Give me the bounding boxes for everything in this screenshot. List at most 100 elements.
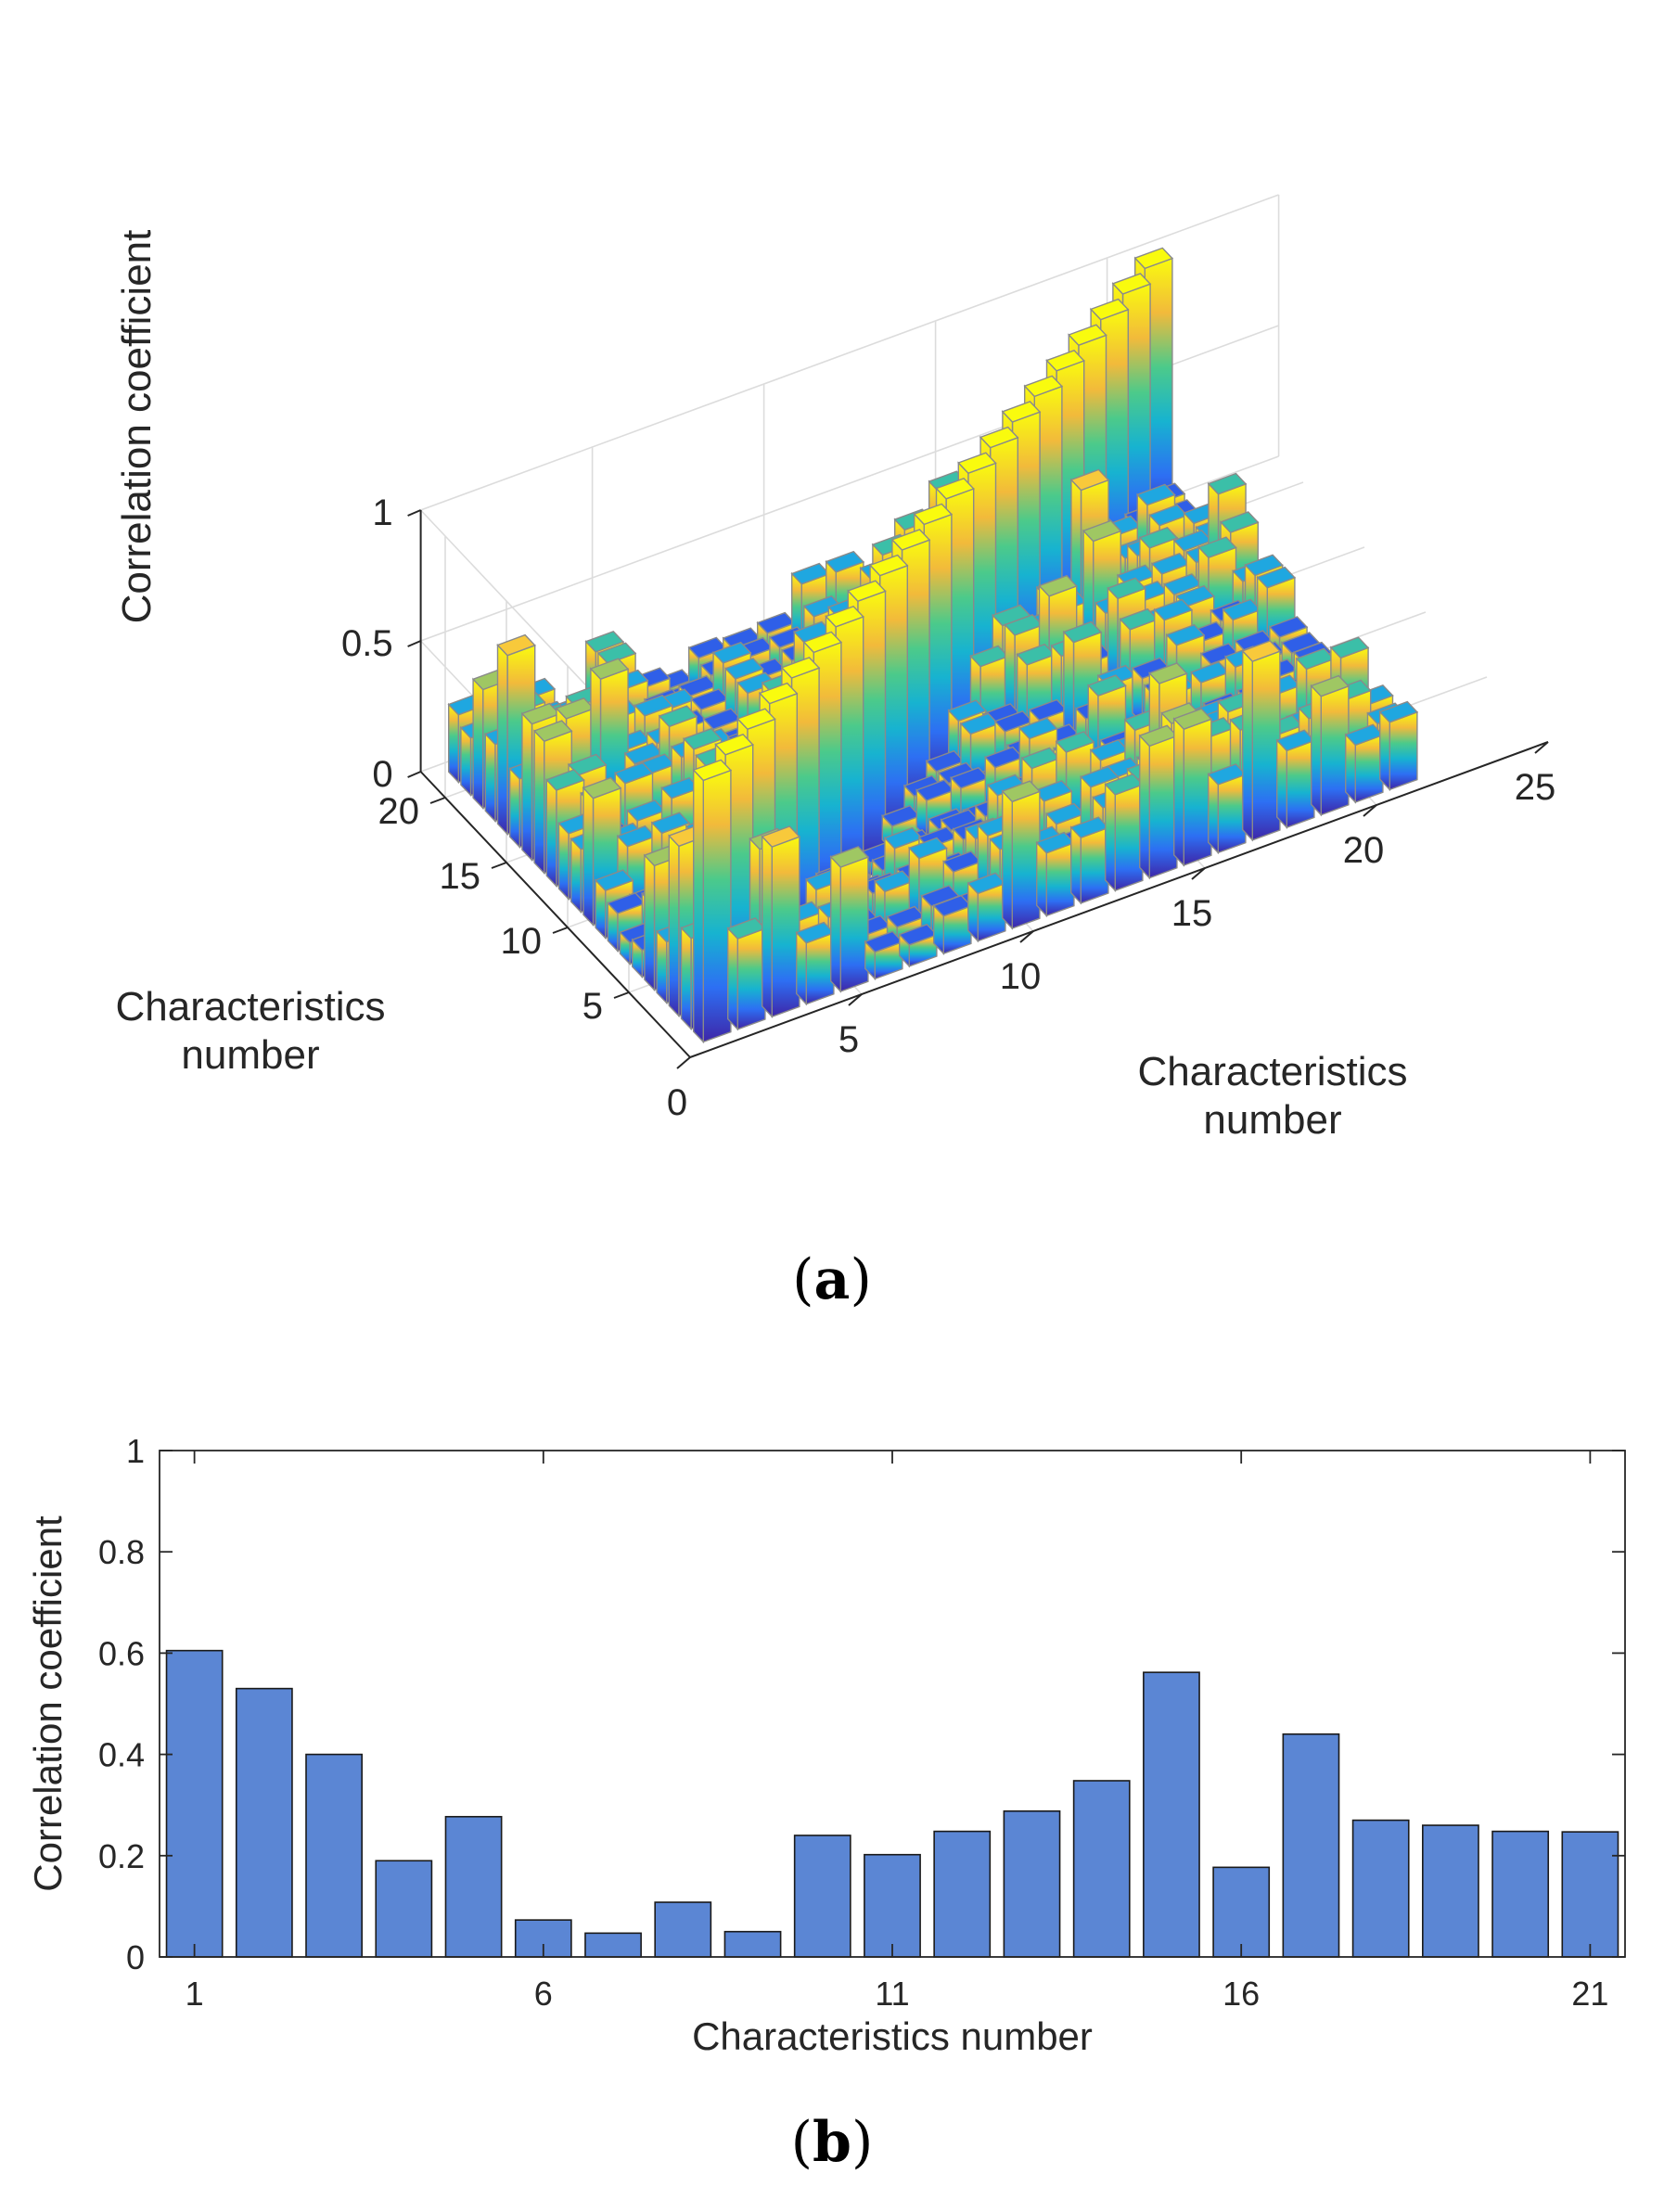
bar3d-top: [795, 921, 836, 944]
bar3d-top: [1028, 698, 1069, 722]
y-axis-label-line: number: [181, 1032, 319, 1078]
bar3d-side: [496, 643, 508, 837]
bar3d-face: [1045, 841, 1075, 917]
y-axis-label: Characteristics number: [116, 984, 386, 1078]
bars-2d: [165, 1649, 1619, 1958]
bar3d-top: [634, 694, 673, 717]
bar3d-top: [596, 642, 637, 665]
bar3d-top: [802, 631, 843, 654]
bar3d-top: [555, 697, 595, 720]
bar3d-side: [557, 821, 570, 901]
bar3d-top: [1150, 552, 1191, 575]
bar3d-top: [660, 776, 700, 799]
bar3d-top: [1001, 780, 1042, 803]
bar3d-top: [1068, 324, 1107, 347]
y-tick-label: 20: [378, 791, 420, 832]
x-tick-label: 5: [838, 1019, 859, 1060]
bar3d-top: [935, 477, 975, 500]
bar3d-top: [532, 720, 573, 743]
x-tick-mark: [1534, 741, 1549, 754]
bar3d-side: [521, 711, 533, 863]
bar3d-top: [1172, 529, 1213, 552]
bar3d-top: [545, 769, 585, 791]
bar3d-top: [1268, 616, 1309, 638]
bar-8: [654, 1901, 712, 1958]
bar3d-face: [1183, 718, 1212, 867]
bar-18: [1351, 1819, 1410, 1958]
x-tick-label: 6: [534, 1975, 553, 2013]
bar3d-top: [1190, 661, 1230, 684]
bar3d-top: [947, 699, 988, 722]
bar3d-16-1: [1207, 763, 1248, 855]
bar3d-face: [1148, 735, 1178, 879]
bar3d-face: [1114, 783, 1144, 892]
bar3d-top: [736, 708, 776, 731]
bar3d-top: [1001, 401, 1042, 423]
bar-5: [444, 1815, 503, 1958]
bar-11: [864, 1853, 921, 1958]
y-tick-mark: [491, 862, 507, 869]
bar3d-top: [658, 705, 698, 728]
bar3d-21-1: [1378, 700, 1419, 792]
bar3d-side: [830, 855, 841, 993]
bar3d-5-1: [829, 846, 870, 993]
bar3d-top: [1089, 738, 1130, 761]
y-tick-mark: [613, 991, 630, 999]
bar3d-top: [1035, 831, 1076, 854]
bar3d-top: [1344, 723, 1385, 747]
bar3d-face: [805, 931, 835, 1005]
x-tick-label: 25: [1515, 767, 1556, 808]
bar3d-top: [623, 742, 664, 765]
bar3d-top: [1107, 577, 1146, 600]
bar3d-side: [460, 725, 472, 798]
bar3d-top: [864, 930, 904, 953]
bar3d-top: [1080, 765, 1120, 788]
bar3d-top: [825, 605, 864, 628]
bar3d-11-1: [1035, 831, 1076, 918]
bar-10: [793, 1835, 851, 1958]
bar3d-top: [874, 870, 914, 893]
y-tick-mark: [429, 797, 446, 804]
x-axis-label-line: number: [1203, 1097, 1341, 1143]
bar3d-15-1: [1172, 708, 1213, 867]
bar3d-3-1: [761, 825, 801, 1018]
y-axis-label-line: Characteristics: [116, 984, 386, 1029]
bar3d-top: [915, 779, 955, 801]
bar3d-face: [1320, 684, 1350, 816]
bar3d-top: [979, 426, 1019, 449]
x-axis-label-line: Characteristics: [1138, 1049, 1408, 1094]
bar-9: [723, 1930, 782, 1958]
bar3d-side: [1035, 840, 1048, 918]
bar3d-face: [702, 769, 732, 1043]
bar3d-top: [1165, 623, 1206, 646]
z-tick-mark: [407, 640, 421, 647]
bar3d-top: [1310, 674, 1350, 697]
bar3d-side: [656, 929, 668, 1005]
bar3d-17-1: [1241, 640, 1282, 842]
bar3d-top: [950, 766, 990, 789]
bar3d-top: [724, 658, 764, 680]
bar3d-top: [966, 872, 1007, 895]
bar3d-top: [1016, 643, 1056, 666]
bar3d-side: [448, 702, 459, 785]
bar3d-top: [626, 799, 666, 822]
z-axis-label: Correlation coefficient: [114, 230, 160, 624]
bar3d-top: [847, 580, 887, 603]
bar3d-top: [520, 702, 561, 725]
panel-label-b: (b): [790, 2110, 874, 2175]
bar3d-12-1: [1069, 816, 1110, 905]
x-tick-mark: [676, 1056, 691, 1069]
bar3d-top: [1104, 773, 1145, 796]
bar3d-19-1: [1310, 674, 1350, 817]
bar3d-top: [932, 894, 973, 917]
bar3d-side: [1344, 733, 1357, 804]
bar3d-face: [1389, 710, 1418, 791]
bar-4: [375, 1860, 433, 1958]
bar3d-top: [1222, 598, 1262, 621]
bar-20: [1491, 1830, 1550, 1958]
bar3d-top: [1111, 273, 1152, 295]
bar-12: [933, 1830, 992, 1958]
